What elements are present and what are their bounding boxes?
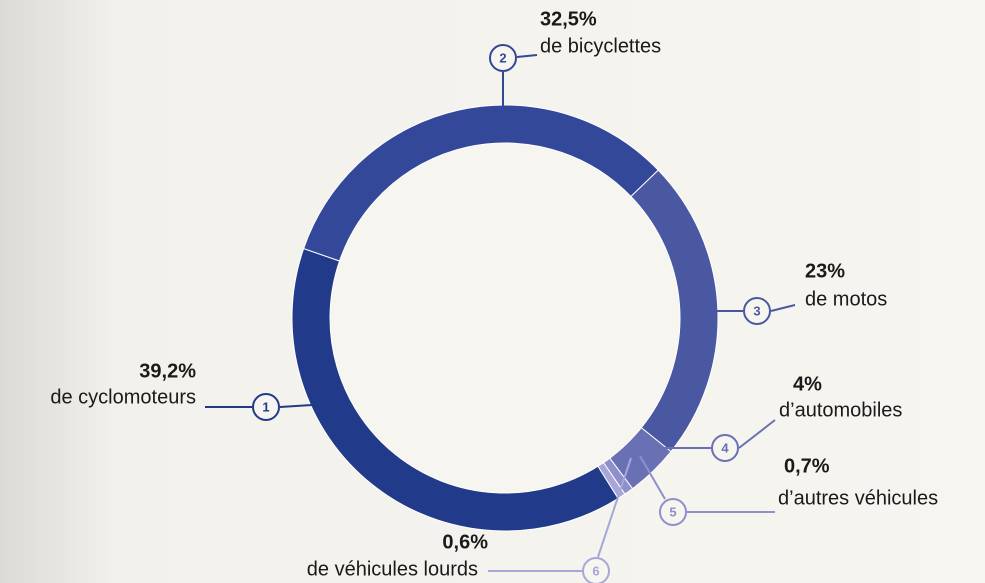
key-circle [711, 434, 739, 462]
key-circle [252, 393, 280, 421]
leader-line [279, 403, 329, 408]
value-label: 32,5% [540, 8, 597, 30]
leader-line [770, 304, 796, 312]
key-number: 2 [499, 50, 506, 65]
leader-line [516, 54, 538, 58]
key-number: 3 [753, 303, 760, 318]
key-number: 5 [669, 504, 676, 519]
value-label: 23% [805, 260, 845, 282]
category-label: de cyclomoteurs [50, 386, 196, 408]
donut-segment [597, 461, 626, 500]
key-circle [659, 498, 687, 526]
key-circle [489, 44, 517, 72]
category-label: de bicyclettes [540, 35, 661, 57]
key-number: 6 [592, 563, 599, 578]
value-label: 39,2% [139, 360, 196, 382]
leader-line [639, 455, 666, 500]
key-number: 1 [262, 399, 269, 414]
category-label: d’autres véhicules [778, 487, 938, 509]
category-label: de véhicules lourds [307, 558, 478, 580]
category-label: d’automobiles [779, 399, 902, 421]
donut-hole [330, 143, 680, 493]
value-label: 4% [793, 373, 822, 395]
key-circle [582, 557, 610, 583]
donut-segment [291, 247, 619, 532]
leader-line [738, 419, 776, 449]
value-label: 0,6% [442, 531, 488, 553]
leader-line [597, 457, 632, 558]
key-circle [743, 297, 771, 325]
key-number: 4 [721, 440, 729, 455]
category-label: de motos [805, 288, 887, 310]
value-label: 0,7% [784, 455, 830, 477]
